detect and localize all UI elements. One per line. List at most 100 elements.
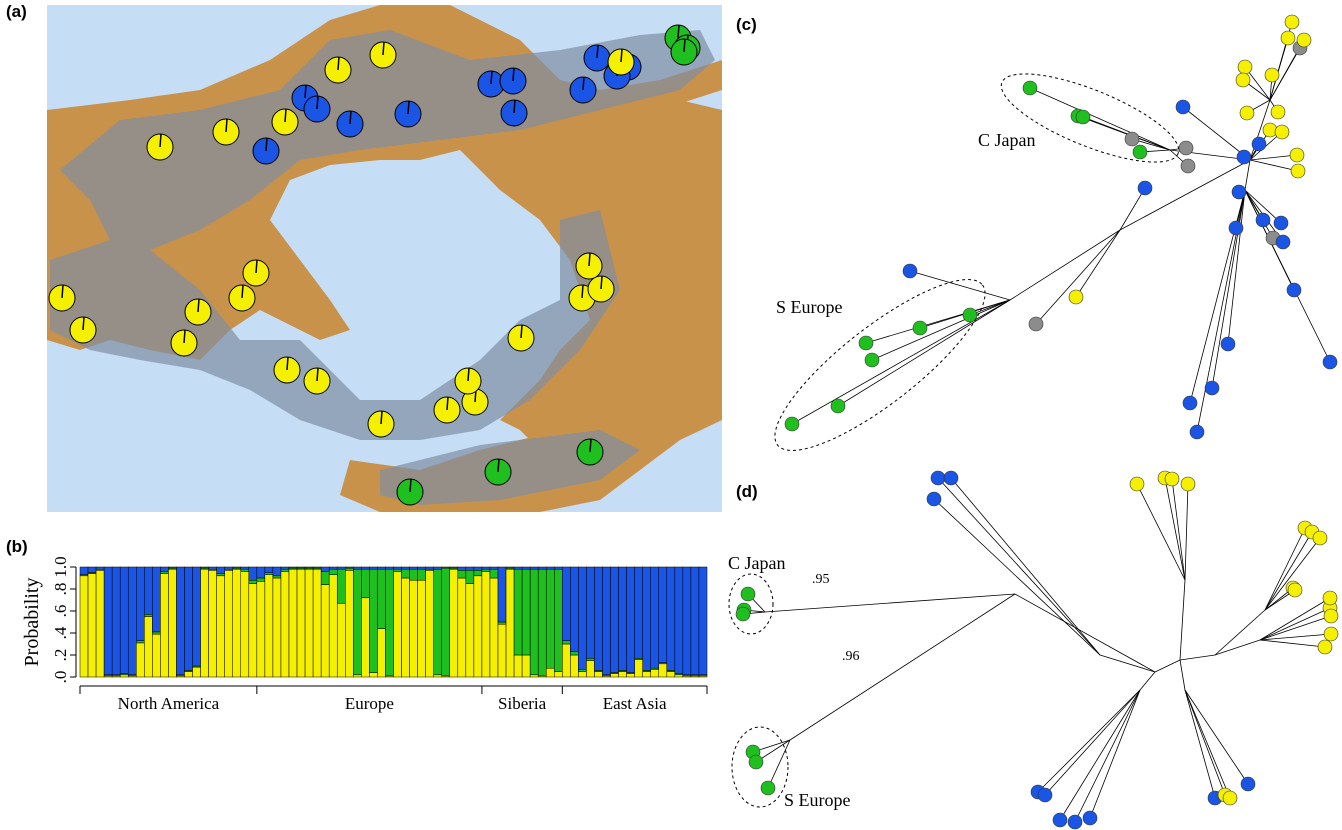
bar-segment — [458, 567, 466, 570]
tip — [1240, 106, 1254, 120]
bar-segment — [209, 567, 217, 569]
branch — [1185, 690, 1248, 784]
branch — [1265, 528, 1305, 610]
bar-segment — [369, 569, 377, 672]
bar-segment — [562, 641, 570, 644]
bar-segment — [385, 569, 393, 676]
bar-segment — [233, 567, 241, 568]
bar-segment — [530, 675, 538, 677]
tip — [1290, 148, 1304, 162]
tip — [749, 755, 763, 769]
bar-segment — [546, 567, 554, 569]
group-label: Europe — [345, 694, 394, 713]
branch — [872, 300, 1010, 360]
bar-segment — [490, 578, 498, 677]
bar-segment — [321, 567, 329, 571]
bar-segment — [361, 598, 369, 677]
bar-segment — [112, 567, 120, 675]
bar-segment — [249, 580, 257, 583]
bar-segment — [586, 661, 594, 678]
branch — [1165, 478, 1185, 580]
bar-segment — [241, 569, 249, 571]
branch — [1076, 230, 1120, 297]
clade-label: S Europe — [776, 297, 843, 317]
bar-segment — [426, 570, 434, 677]
bar-segment — [297, 569, 305, 677]
bar-segment — [136, 567, 144, 641]
bar-segment — [522, 569, 530, 655]
tip — [831, 399, 845, 413]
tip — [785, 417, 799, 431]
bar-segment — [289, 567, 297, 568]
bar-segment — [450, 567, 458, 568]
bar-segment — [217, 574, 225, 576]
bar-segment — [80, 576, 88, 677]
bar-segment — [128, 567, 136, 675]
bar-segment — [667, 672, 675, 678]
bar-segment — [313, 569, 321, 677]
tip — [1324, 609, 1338, 623]
bar-segment — [225, 570, 233, 677]
bar-segment — [611, 674, 619, 677]
bar-segment — [418, 567, 426, 569]
bar-segment — [594, 567, 602, 670]
branch — [1185, 690, 1230, 798]
bar-segment — [185, 672, 193, 678]
tip — [1288, 583, 1302, 597]
bar-segment — [578, 669, 586, 671]
tip — [1130, 477, 1144, 491]
bar-segment — [562, 644, 570, 677]
tip — [927, 492, 941, 506]
pie-wedge — [338, 57, 339, 70]
bar-segment — [265, 567, 273, 573]
pie-wedge — [317, 96, 318, 109]
bar-segment — [651, 669, 659, 677]
pie-wedge — [408, 101, 409, 114]
tip — [741, 587, 755, 601]
pie-wedge — [383, 42, 384, 55]
bar-segment — [410, 569, 418, 580]
tip — [859, 336, 873, 350]
tip — [1297, 33, 1311, 47]
bar-segment — [201, 567, 209, 568]
bar-segment — [586, 658, 594, 660]
panel-label: (c) — [736, 15, 757, 34]
tip — [1138, 181, 1152, 195]
y-tick-label: .6 — [51, 605, 70, 618]
clade-outline — [729, 574, 773, 634]
clade-label: C Japan — [978, 130, 1036, 150]
pie-wedge — [266, 138, 267, 151]
bar-segment — [675, 567, 683, 674]
bar-segment — [530, 569, 538, 675]
pie-wedge — [678, 25, 679, 38]
bar-segment — [434, 675, 442, 677]
bar-segment — [160, 571, 168, 573]
bar-segment — [402, 569, 410, 578]
bar-segment — [152, 634, 160, 677]
bar-segment — [329, 567, 337, 569]
y-tick-label: 1.0 — [51, 556, 70, 577]
bar-segment — [233, 569, 241, 677]
bar-segment — [337, 569, 345, 603]
tip — [931, 471, 945, 485]
bar-segment — [337, 603, 345, 677]
pie-wedge — [684, 39, 685, 52]
map — [47, 5, 722, 512]
tip — [1053, 813, 1067, 827]
bar-segment — [152, 567, 160, 632]
branch — [1260, 598, 1330, 640]
bar-segment — [120, 567, 128, 674]
pie-wedge — [590, 439, 591, 452]
bar-segment — [691, 567, 699, 675]
bar-segment — [136, 643, 144, 677]
y-tick-label: .8 — [51, 583, 70, 596]
bar-segment — [530, 567, 538, 569]
bar-segment — [683, 567, 691, 675]
bar-segment — [353, 569, 361, 675]
branch — [1083, 117, 1170, 150]
clade-label: S Europe — [784, 790, 851, 810]
bar-segment — [554, 569, 562, 671]
bar-segment — [273, 567, 281, 576]
pie-wedge — [350, 111, 351, 124]
bar-segment — [217, 567, 225, 574]
